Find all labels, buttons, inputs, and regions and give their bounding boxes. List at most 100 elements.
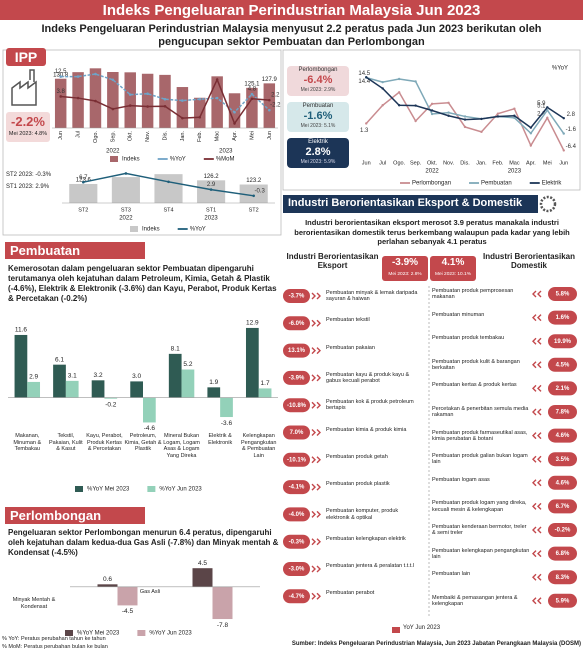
data-label: 5.2 xyxy=(183,361,192,368)
item-value: -6.0% xyxy=(289,321,305,327)
x-tick-label: Mineral Bukan Logam, Logam Asas & Logam … xyxy=(163,433,200,459)
chevron xyxy=(532,290,537,298)
data-label: -3.6 xyxy=(221,420,233,427)
legend-label: Indeks xyxy=(122,157,140,163)
chevron xyxy=(316,292,321,300)
data-label: 126.2 xyxy=(204,174,220,180)
value-badge xyxy=(548,381,577,396)
point xyxy=(546,106,549,109)
x-tick-label: Mac xyxy=(215,131,221,142)
item-label: Pembuatan logam asas xyxy=(432,476,490,483)
x-tick-label: Okt. xyxy=(128,131,134,142)
point xyxy=(76,96,80,100)
bar xyxy=(246,87,258,128)
data-label: 3.1 xyxy=(68,373,77,380)
bar xyxy=(143,397,156,423)
chevron xyxy=(316,319,321,327)
point xyxy=(381,80,384,84)
legend-swatch xyxy=(110,156,118,162)
item-label: Membaiki & pemasangan jentera & kelengka… xyxy=(432,594,518,608)
value-badge xyxy=(283,425,310,440)
item-label: Pembuatan tekstil xyxy=(326,317,370,324)
section-title: Pembuatan xyxy=(10,243,81,258)
chevron xyxy=(316,483,321,491)
item-label: Pembuatan kayu & produk kayu & gabus kec… xyxy=(326,371,410,385)
x-tick-label: Kayu, Perabot, Produk Kertas & Percetaka… xyxy=(86,433,123,452)
point xyxy=(397,77,401,81)
item-label: Pembuatan kenderaan bermotor, treler & s… xyxy=(432,524,527,537)
bar xyxy=(54,78,67,128)
panel-border xyxy=(2,49,282,236)
point xyxy=(94,72,97,76)
item-label: Pembuatan produk pemprosesan makanan xyxy=(432,288,514,301)
bar xyxy=(154,174,183,203)
chevron xyxy=(316,565,321,573)
bar xyxy=(220,397,233,418)
item-value: 8.3% xyxy=(556,575,570,581)
x-tick-label: Jul xyxy=(76,131,82,138)
data-label: 14.5 xyxy=(358,71,370,77)
page-title: Indeks Pengeluaran Perindustrian Malaysi… xyxy=(102,2,481,19)
point xyxy=(496,112,500,115)
item-value: 2.1% xyxy=(556,386,570,392)
point xyxy=(59,75,62,78)
point xyxy=(513,107,516,110)
point xyxy=(146,105,149,108)
legend-label: %YoY Jun 2023 xyxy=(149,631,192,637)
value-badge xyxy=(548,405,577,419)
chevron xyxy=(537,479,542,487)
sector-name: Perlombongan xyxy=(298,67,338,73)
bar xyxy=(176,87,189,128)
x-tick-label: Mei xyxy=(249,131,255,140)
value-badge xyxy=(283,343,310,358)
data-label: 5.1 xyxy=(537,104,546,110)
chevron xyxy=(532,455,537,463)
data-label: -2.2 xyxy=(270,103,281,109)
item-value: -3.7% xyxy=(289,294,305,300)
data-label: 3.2 xyxy=(94,372,103,379)
chevron xyxy=(311,510,316,518)
point xyxy=(250,97,254,101)
item-label: Pembuatan produk galian bukan logam lain xyxy=(432,453,528,466)
value-badge xyxy=(548,593,577,608)
data-label: 3.8 xyxy=(57,89,66,95)
point xyxy=(546,108,549,112)
chevron xyxy=(532,573,537,581)
bar xyxy=(89,68,102,128)
x-tick-label: Mei xyxy=(543,160,552,166)
legend-swatch xyxy=(147,486,156,492)
item-label: Pembuatan produk tembakau xyxy=(432,335,505,342)
point xyxy=(529,132,533,135)
point xyxy=(430,109,434,112)
point xyxy=(414,104,417,107)
point xyxy=(233,110,236,114)
page-subtitle: Indeks Pengeluaran Perindustrian Malaysi… xyxy=(41,23,542,48)
data-label: 2.2 xyxy=(271,93,280,99)
bar xyxy=(263,83,276,128)
chevron xyxy=(537,455,542,463)
chevron xyxy=(311,429,316,436)
point xyxy=(529,126,533,129)
point xyxy=(111,78,115,82)
data-label: 125.1 xyxy=(244,81,260,87)
x-tick-label: Jan. xyxy=(180,131,186,142)
value-badge xyxy=(548,475,577,490)
item-label: Pembuatan produk kulit & barangan berkai… xyxy=(432,358,520,372)
sector-previous: Mei 2023: 5.9% xyxy=(300,159,336,165)
point xyxy=(198,97,202,101)
bar xyxy=(228,93,241,128)
chevron xyxy=(532,384,537,392)
bar xyxy=(72,72,84,128)
chevron xyxy=(311,592,316,600)
bar xyxy=(197,180,226,203)
point xyxy=(463,115,467,118)
item-label: Pembuatan minuman xyxy=(432,311,485,318)
point xyxy=(167,180,170,184)
chevron xyxy=(532,502,537,510)
chevron xyxy=(537,597,542,605)
sector-box xyxy=(287,102,349,132)
x-tick-label: Sep. xyxy=(110,131,116,143)
value-badge xyxy=(548,310,577,325)
chevron xyxy=(316,429,321,436)
chevron xyxy=(537,361,542,369)
